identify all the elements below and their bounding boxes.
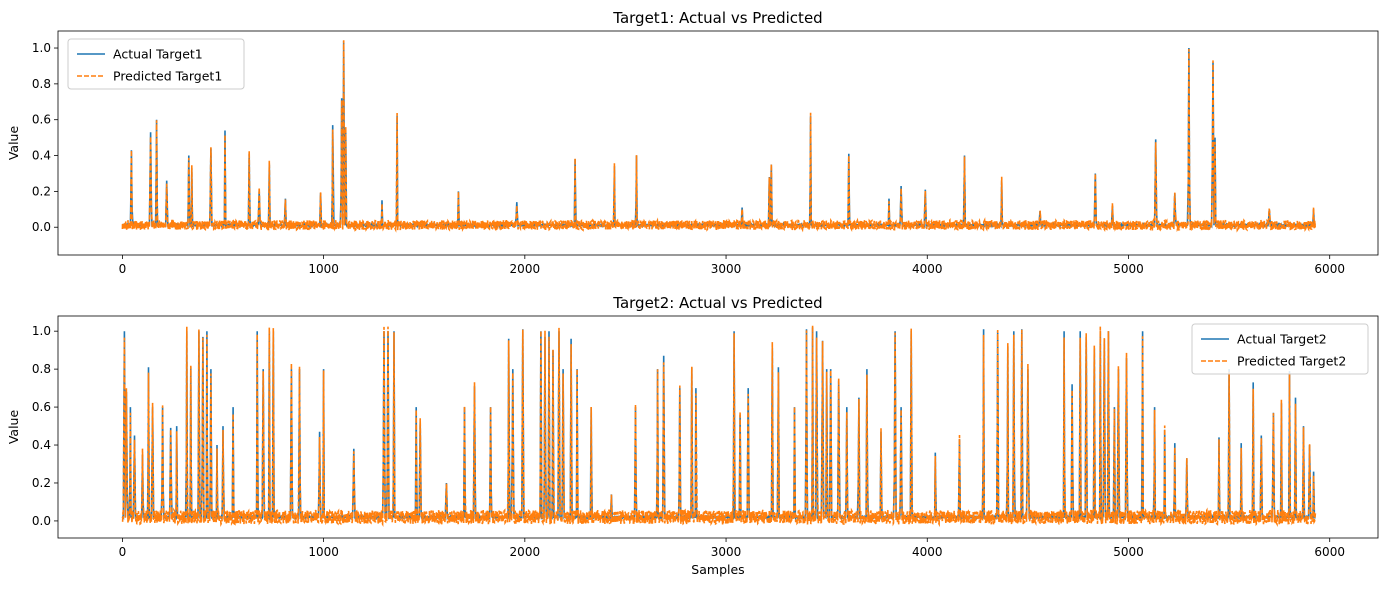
y-axis-label: Value [6, 410, 21, 445]
axes-frame [57, 30, 1379, 256]
x-tick-label: 6000 [1314, 545, 1345, 559]
legend-box [67, 38, 245, 90]
x-tick-label: 2000 [510, 262, 541, 276]
legend: Actual Target2 Predicted Target2 [1191, 323, 1369, 375]
chart-title: Target1: Actual vs Predicted [612, 9, 822, 27]
x-axis-label: Samples [691, 562, 744, 577]
x-tick-label: 5000 [1113, 545, 1144, 559]
chart-panel-2: Target2: Actual vs Predicted 0 1000 2000 300… [6, 294, 1379, 577]
y-tick-label: 0.4 [32, 438, 51, 452]
series-line-predicted [121, 40, 1316, 233]
legend-entry: Actual Target2 [1237, 332, 1327, 347]
y-axis-label: Value [6, 126, 21, 161]
y-tick-label: 0.4 [32, 149, 51, 163]
chart-panel-1: Target1: Actual vs Predicted 0 1000 2000 300… [6, 9, 1379, 276]
y-tick-label: 0.8 [32, 77, 51, 91]
x-tick-label: 3000 [711, 262, 742, 276]
y-tick-label: 1.0 [32, 324, 51, 338]
y-tick-label: 0.0 [32, 220, 51, 234]
y-tick-label: 1.0 [32, 41, 51, 55]
y-tick-label: 0.2 [32, 184, 51, 198]
legend: Actual Target1 Predicted Target1 [67, 38, 245, 90]
x-tick-label: 3000 [711, 545, 742, 559]
legend-entry: Predicted Target2 [1237, 354, 1346, 369]
legend-entry: Actual Target1 [113, 47, 203, 62]
y-tick-label: 0.8 [32, 362, 51, 376]
axes-frame [57, 315, 1379, 539]
x-tick-label: 5000 [1113, 262, 1144, 276]
series-line-predicted [121, 325, 1317, 528]
y-tick-label: 0.0 [32, 514, 51, 528]
y-tick-label: 0.2 [32, 476, 51, 490]
chart-title: Target2: Actual vs Predicted [612, 294, 822, 312]
x-tick-label: 4000 [912, 545, 943, 559]
x-tick-label: 4000 [912, 262, 943, 276]
x-tick-label: 1000 [308, 545, 339, 559]
legend-entry: Predicted Target1 [113, 69, 222, 84]
series-line-actual [121, 40, 1316, 229]
x-tick-label: 0 [119, 262, 127, 276]
y-tick-label: 0.6 [32, 113, 51, 127]
x-tick-label: 6000 [1314, 262, 1345, 276]
series-line-actual [121, 327, 1316, 522]
x-tick-label: 0 [119, 545, 127, 559]
x-tick-label: 2000 [510, 545, 541, 559]
y-tick-label: 0.6 [32, 400, 51, 414]
legend-box [1191, 323, 1369, 375]
x-tick-label: 1000 [308, 262, 339, 276]
